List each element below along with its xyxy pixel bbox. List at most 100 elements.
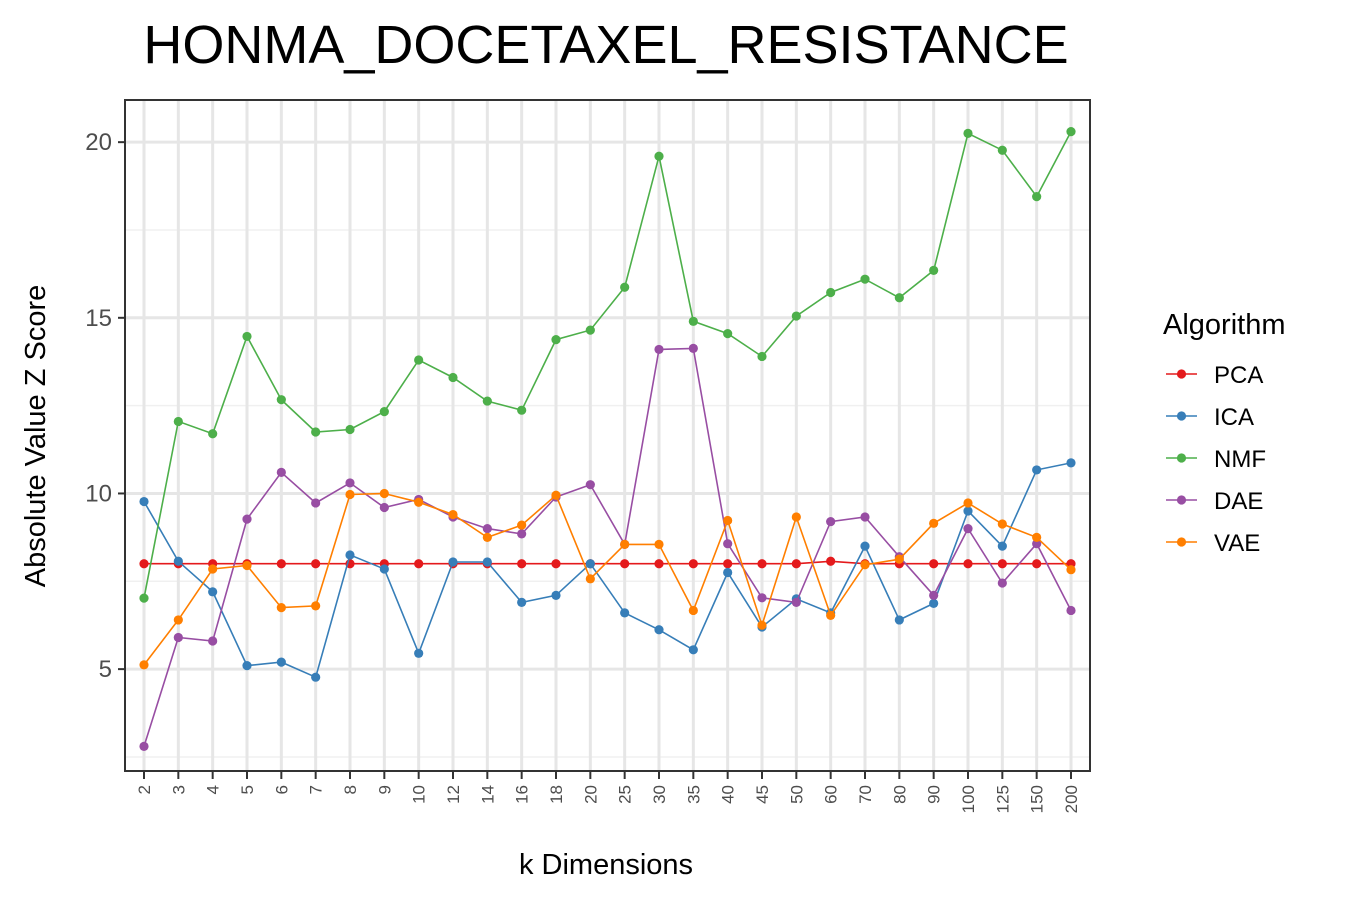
- data-point-nmf: [963, 128, 973, 138]
- data-point-pca: [311, 559, 321, 569]
- data-point-pca: [929, 559, 939, 569]
- x-tick-label: 100: [959, 785, 978, 813]
- data-point-ica: [311, 672, 321, 682]
- series-line-pca: [144, 560, 1071, 565]
- data-point-ica: [482, 557, 492, 567]
- x-tick-label: 8: [341, 785, 360, 794]
- data-point-vae: [276, 603, 286, 613]
- data-point-vae: [620, 539, 630, 550]
- data-point-vae: [551, 490, 561, 500]
- data-point-nmf: [688, 316, 698, 326]
- data-point-nmf: [929, 265, 939, 275]
- x-tick-label: 35: [684, 785, 703, 804]
- data-point-vae: [1066, 565, 1076, 575]
- data-point-dae: [379, 502, 389, 513]
- y-tick-label: 10: [85, 480, 112, 507]
- series-group: [139, 127, 1076, 752]
- data-point-dae: [482, 523, 492, 534]
- x-tick-label: 6: [272, 785, 291, 794]
- x-tick-label: 7: [307, 785, 326, 794]
- data-point-pca: [723, 559, 733, 569]
- data-point-pca: [276, 559, 286, 569]
- series-line-nmf: [143, 131, 1072, 599]
- data-point-pca: [620, 559, 630, 569]
- data-point-nmf: [757, 351, 767, 362]
- data-point-ica: [517, 597, 527, 607]
- data-point-ica: [997, 541, 1007, 551]
- data-point-pca: [1032, 559, 1042, 569]
- x-tick-label: 9: [375, 785, 394, 794]
- legend-label: NMF: [1214, 446, 1266, 473]
- legend-label: PCA: [1214, 362, 1263, 389]
- data-point-ica: [1066, 458, 1076, 468]
- data-point-nmf: [894, 293, 904, 303]
- data-point-dae: [242, 514, 252, 524]
- x-tick-label: 70: [856, 785, 875, 804]
- data-point-ica: [139, 496, 149, 507]
- data-point-nmf: [517, 405, 527, 415]
- data-point-nmf: [826, 287, 836, 298]
- data-point-nmf: [173, 416, 183, 427]
- data-point-nmf: [1032, 192, 1042, 202]
- data-point-dae: [757, 593, 767, 603]
- data-point-ica: [276, 657, 286, 667]
- y-axis: 5 10 15 20: [85, 129, 125, 683]
- data-point-ica: [860, 541, 870, 551]
- data-point-ica: [448, 557, 458, 567]
- data-point-dae: [276, 467, 286, 477]
- series-line-vae: [143, 492, 1072, 666]
- data-point-vae: [208, 564, 218, 574]
- data-point-pca: [517, 559, 527, 569]
- legend-item-ica: ICA: [1166, 404, 1254, 431]
- data-point-ica: [723, 567, 733, 578]
- x-tick-label: 150: [1028, 785, 1047, 813]
- x-tick-label: 10: [410, 785, 429, 804]
- data-point-nmf: [345, 424, 355, 435]
- data-point-dae: [997, 578, 1007, 588]
- data-point-pca: [826, 556, 836, 566]
- legend-key-point: [1176, 453, 1187, 463]
- x-axis: 2 3 4 5 6 7 8 9 10 12 14 16 18 20 25 30 35 40 45 50 60 70 80 90…: [135, 771, 1081, 813]
- data-point-dae: [1032, 539, 1042, 549]
- data-point-nmf: [448, 372, 458, 383]
- series-line-dae: [143, 347, 1072, 747]
- x-tick-label: 30: [650, 785, 669, 804]
- plot-border: [124, 99, 1091, 772]
- legend-label: ICA: [1214, 404, 1254, 431]
- data-point-nmf: [723, 329, 733, 339]
- x-tick-label: 25: [616, 785, 635, 804]
- legend: Algorithm PCA ICA NMF DAE VAE: [1163, 309, 1286, 557]
- series-ica: [139, 458, 1076, 682]
- x-tick-label: 80: [890, 785, 909, 804]
- data-point-nmf: [276, 395, 286, 405]
- x-tick-label: 2: [135, 785, 154, 794]
- data-point-dae: [929, 590, 939, 600]
- series-nmf: [139, 127, 1076, 603]
- x-tick-label: 50: [787, 785, 806, 804]
- data-point-nmf: [997, 145, 1007, 155]
- x-tick-label: 5: [238, 785, 257, 794]
- data-point-ica: [585, 559, 595, 569]
- legend-title: Algorithm: [1163, 309, 1286, 341]
- legend-key-point: [1176, 411, 1187, 421]
- data-point-ica: [379, 564, 389, 574]
- data-point-nmf: [414, 355, 424, 365]
- data-point-dae: [791, 597, 801, 607]
- y-tick-label: 5: [99, 656, 112, 683]
- data-point-vae: [242, 560, 252, 571]
- x-axis-title: k Dimensions: [519, 849, 693, 881]
- data-point-vae: [688, 605, 698, 616]
- data-point-vae: [345, 489, 355, 500]
- data-point-nmf: [242, 331, 252, 342]
- data-point-vae: [929, 518, 939, 528]
- legend-item-dae: DAE: [1166, 488, 1263, 515]
- data-point-vae: [757, 620, 767, 630]
- legend-key-point: [1176, 537, 1187, 547]
- data-point-ica: [620, 608, 630, 618]
- legend-key-point: [1176, 369, 1187, 379]
- data-point-pca: [551, 559, 561, 569]
- series-dae: [139, 343, 1076, 752]
- legend-key-point: [1176, 495, 1187, 505]
- data-point-nmf: [791, 311, 801, 321]
- data-point-ica: [242, 661, 252, 671]
